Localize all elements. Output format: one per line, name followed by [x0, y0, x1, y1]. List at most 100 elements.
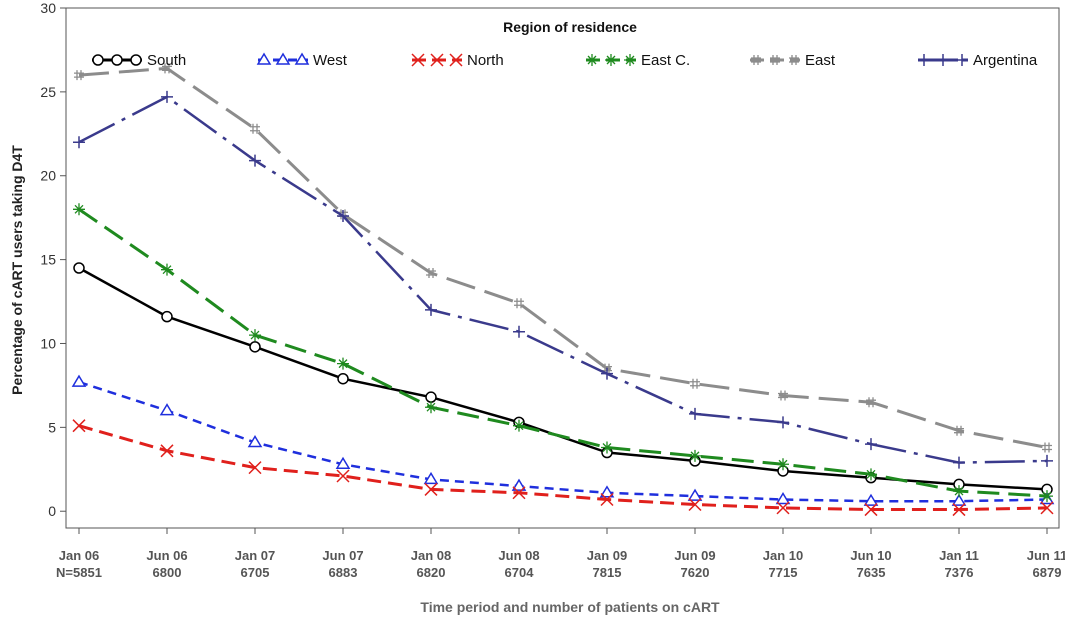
marker-triangle [294, 52, 310, 65]
legend-item-argentina: Argentina [918, 52, 1038, 69]
marker-triangle [159, 403, 175, 416]
marker-plus [73, 136, 85, 149]
marker-star [624, 54, 636, 66]
series-east [74, 63, 1052, 453]
series-line-east [78, 66, 1048, 449]
series-line-north [78, 424, 1048, 511]
x-tick-label-period: Jan 11 [939, 548, 979, 563]
x-tick-label-count: 6883 [329, 565, 358, 580]
marker-hash [789, 55, 799, 65]
x-tick-label-count: 7715 [769, 565, 798, 580]
marker-x [864, 503, 878, 517]
legend-label-west: West [313, 52, 348, 69]
marker-star [249, 329, 261, 342]
legend: Region of residence South West North East C… [92, 19, 1038, 69]
marker-triangle [951, 493, 967, 506]
marker-triangle [687, 488, 703, 501]
marker-plus [777, 416, 789, 429]
marker-triangle [599, 485, 615, 498]
x-tick-label-count: 7635 [857, 565, 886, 580]
x-axis: Jan 06 N=5851 Jun 06 6800 Jan 07 6705 Jun 07 68… [56, 528, 1065, 580]
x-tick-label-count: 6705 [241, 565, 270, 580]
x-tick-label-count: 7620 [681, 565, 710, 580]
x-tick-label-count: 7815 [593, 565, 622, 580]
marker-plus [601, 367, 613, 380]
marker-star [953, 485, 965, 498]
marker-x [336, 469, 350, 483]
x-tick-label-period: Jan 07 [235, 548, 275, 563]
marker-plus [337, 210, 349, 222]
marker-hash [770, 55, 780, 65]
marker-plus [956, 54, 968, 66]
marker-star [1041, 490, 1053, 503]
marker-plus [937, 54, 949, 66]
plot-frame [65, 7, 1060, 529]
marker-hash [514, 298, 524, 309]
marker-triangle [423, 471, 439, 485]
legend-label-east-c: East C. [641, 52, 690, 69]
legend-item-west: West [256, 52, 348, 69]
marker-star [777, 458, 789, 471]
marker-plus [918, 54, 930, 66]
marker-x [449, 53, 463, 67]
legend-item-north: North [411, 52, 504, 69]
marker-star [161, 263, 173, 276]
y-tick-label: 0 [48, 503, 56, 519]
legend-label-east: East [805, 52, 836, 69]
y-tick-label: 10 [40, 335, 56, 351]
marker-hash [751, 55, 761, 65]
marker-circle [161, 310, 173, 323]
legend-title: Region of residence [503, 19, 637, 35]
marker-x [424, 482, 438, 496]
y-axis-title: Percentage of cART users taking D4T [9, 145, 25, 395]
series-north [72, 419, 1054, 517]
x-tick-label-period: Jun 08 [498, 548, 539, 563]
x-tick-label-period: Jan 09 [587, 548, 627, 563]
legend-label-north: North [467, 52, 504, 69]
x-tick-label-count: 6800 [153, 565, 182, 580]
marker-circle [249, 341, 261, 353]
x-tick-label-count: 6879 [1033, 565, 1062, 580]
marker-triangle [511, 478, 527, 491]
marker-x [248, 461, 262, 475]
marker-plus [425, 303, 437, 316]
marker-hash [426, 268, 436, 279]
marker-triangle [335, 456, 351, 470]
marker-hash [690, 378, 700, 389]
x-tick-label-period: Jan 10 [763, 548, 803, 563]
y-tick-label: 30 [40, 0, 56, 16]
series-line-east-c [78, 208, 1048, 498]
series-line-south [78, 266, 1048, 491]
marker-hash [1042, 442, 1052, 453]
series-south [73, 262, 1053, 496]
x-tick-label-period: Jan 06 [59, 548, 99, 563]
x-tick-label-count: 6820 [417, 565, 446, 580]
marker-star [605, 54, 617, 66]
marker-plus [953, 456, 965, 469]
marker-plus [161, 90, 173, 103]
marker-circle [92, 54, 104, 66]
marker-x [160, 444, 174, 458]
marker-triangle [275, 52, 291, 65]
marker-star [601, 441, 613, 454]
series-west [71, 374, 1055, 506]
marker-star [337, 357, 349, 370]
x-tick-label-period: Jun 09 [674, 548, 715, 563]
marker-star [689, 449, 701, 462]
marker-x [72, 419, 86, 433]
marker-hash [778, 390, 788, 401]
marker-star [586, 54, 598, 66]
marker-x [1040, 501, 1054, 515]
marker-x [600, 492, 614, 507]
marker-hash [250, 123, 260, 134]
marker-plus [513, 325, 525, 338]
legend-item-east: East [750, 52, 836, 69]
y-axis: 0 5 10 15 20 25 30 [40, 0, 66, 519]
marker-x [952, 503, 966, 517]
marker-triangle [256, 52, 272, 65]
y-tick-label: 5 [48, 419, 56, 435]
marker-hash [954, 425, 964, 436]
marker-triangle [71, 374, 87, 387]
marker-star [73, 203, 85, 216]
legend-item-east-c: East C. [586, 52, 690, 69]
